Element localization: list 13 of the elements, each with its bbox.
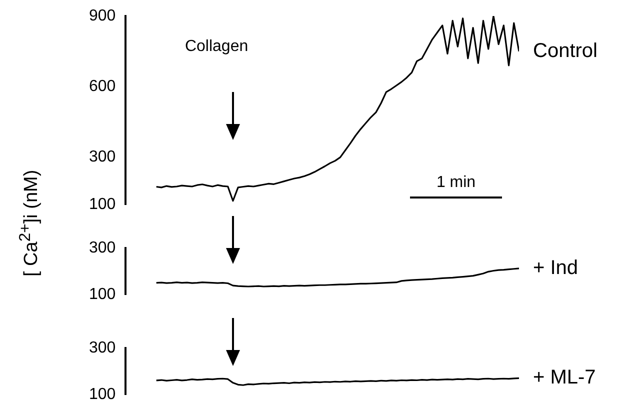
y-tick-label: 900 <box>88 7 116 24</box>
series-label: + Ind <box>533 256 578 279</box>
annotation: Collagen <box>184 38 248 56</box>
y-tick-label: 300 <box>88 239 116 256</box>
y-tick-label: 100 <box>88 386 116 403</box>
series-label: Control <box>533 40 598 62</box>
y-tick-label: 100 <box>88 196 116 213</box>
y-tick-label: 600 <box>88 78 116 96</box>
y-tick-label: 300 <box>88 339 116 356</box>
y-tick-label: 300 <box>88 148 116 166</box>
series-label: + ML-7 <box>533 366 596 389</box>
y-tick-label: 100 <box>88 286 116 303</box>
annotation: 1 min <box>435 174 477 192</box>
